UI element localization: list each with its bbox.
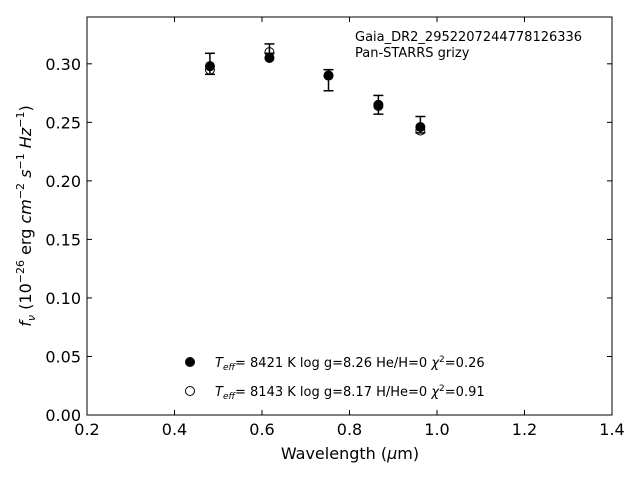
data-point-open: [204, 64, 215, 75]
chart-marks: [204, 43, 426, 136]
y-tick-label: 0.05: [45, 347, 81, 366]
x-axis-label: Wavelength (μm): [281, 444, 419, 463]
legend: Teff= 8421 K log g=8.26 He/H=0 χ2=0.26 T…: [185, 355, 485, 402]
annotation-star-id: Gaia_DR2_2952207244778126336: [355, 30, 582, 45]
y-tick-label: 0.20: [45, 172, 81, 191]
legend-label-1: Teff= 8421 K log g=8.26 He/H=0 χ2=0.26: [215, 355, 485, 373]
x-tick-label: 0.8: [337, 420, 362, 439]
y-tick-label: 0.30: [45, 55, 81, 74]
y-tick-label: 0.00: [45, 406, 81, 425]
data-point-open: [323, 70, 334, 81]
x-tick-label: 0.2: [74, 420, 99, 439]
data-point-filled: [415, 122, 426, 133]
x-tick-label: 1.0: [424, 420, 449, 439]
legend-label-2: Teff= 8143 K log g=8.17 H/He=0 χ2=0.91: [215, 384, 485, 402]
y-axis-label: fν (10−26 erg cm−2 s−1 Hz−1): [14, 105, 38, 326]
y-tick-label: 0.25: [45, 113, 81, 132]
x-tick-label: 0.6: [249, 420, 274, 439]
legend-marker-filled: [185, 357, 195, 367]
data-point-open: [415, 125, 426, 136]
y-tick-label: 0.10: [45, 289, 81, 308]
y-tick-label: 0.15: [45, 230, 81, 249]
data-point-open: [264, 47, 275, 58]
data-point-filled: [204, 61, 215, 72]
x-tick-label: 0.4: [162, 420, 187, 439]
legend-marker-open: [185, 386, 195, 396]
x-tick-label: 1.4: [599, 420, 624, 439]
annotation-survey: Pan-STARRS grizy: [355, 46, 470, 61]
plot-area: 0.2 0.4 0.6 0.8 1.0 1.2 1.4 0.00 0.05 0.10 0.15 0.2…: [45, 16, 625, 439]
data-point-open: [373, 100, 384, 111]
x-tick-label: 1.2: [512, 420, 537, 439]
